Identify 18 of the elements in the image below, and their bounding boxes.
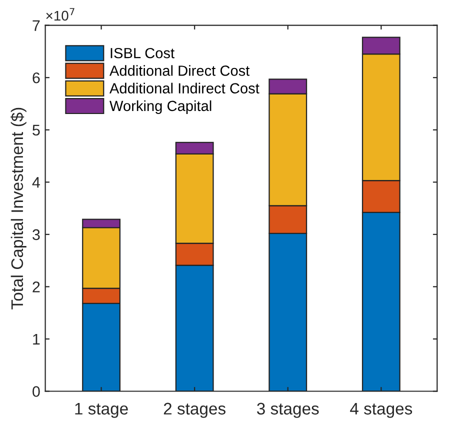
y-tick-label: 3 [32, 229, 40, 240]
y-tick-label: 4 [32, 177, 40, 188]
legend-label: ISBL Cost [110, 48, 174, 58]
legend-label: Working Capital [110, 100, 212, 114]
x-tick-label: 4 stages [350, 402, 412, 418]
x-tick-label: 1 stage [75, 402, 128, 418]
text: ×10$^{7}$ [46, 8, 74, 21]
legend-label: Additional Indirect Cost [109, 82, 260, 94]
x-tick-label: 2 stages [164, 402, 226, 418]
y-tick-label: 1 [33, 334, 40, 345]
y-tick-label: 0 [32, 386, 40, 397]
y-axis-title: Total Capital Investment ($) [10, 108, 26, 310]
y-tick-label: 5 [32, 124, 40, 136]
x-tick-label: 3 stages [257, 402, 319, 418]
legend-label: Additional Direct Cost [109, 65, 250, 76]
y-tick-label: 7 [32, 20, 40, 31]
y-tick-label: 2 [32, 282, 40, 292]
y-tick-label: 6 [32, 72, 40, 84]
